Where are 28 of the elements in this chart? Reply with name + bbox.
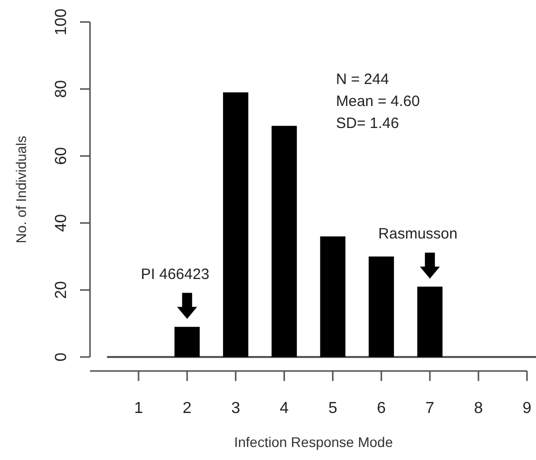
x-tick-label: 5 xyxy=(328,400,338,417)
x-tick-label: 6 xyxy=(376,400,386,417)
annotation: SD= 1.46 xyxy=(336,115,399,132)
y-tick-label: 20 xyxy=(53,281,70,299)
y-tick-label: 40 xyxy=(53,214,70,232)
bar xyxy=(417,286,443,357)
x-tick-label: 2 xyxy=(182,400,192,417)
y-tick-label: 80 xyxy=(53,80,70,98)
y-tick-label: 0 xyxy=(53,352,70,362)
x-tick-label: 4 xyxy=(280,400,289,417)
x-tick-label: 9 xyxy=(522,400,532,417)
annotation: Rasmusson xyxy=(378,226,458,243)
annotation: PI 466423 xyxy=(140,266,210,283)
bar xyxy=(272,126,297,357)
annotation: Mean = 4.60 xyxy=(336,93,420,110)
bar xyxy=(223,92,248,357)
bar xyxy=(320,236,346,357)
annotation: N = 244 xyxy=(336,71,389,88)
x-axis-title: Infection Response Mode xyxy=(234,434,394,450)
x-tick-label: 3 xyxy=(231,400,240,417)
bar xyxy=(174,326,200,357)
x-tick-label: 8 xyxy=(474,400,483,417)
y-tick-label: 60 xyxy=(53,147,70,165)
y-tick-label: 100 xyxy=(53,8,70,36)
x-tick-label: 7 xyxy=(425,400,434,417)
y-axis-title: No. of Individuals xyxy=(13,136,29,244)
x-tick-label: 1 xyxy=(134,400,144,417)
bar xyxy=(368,256,394,357)
